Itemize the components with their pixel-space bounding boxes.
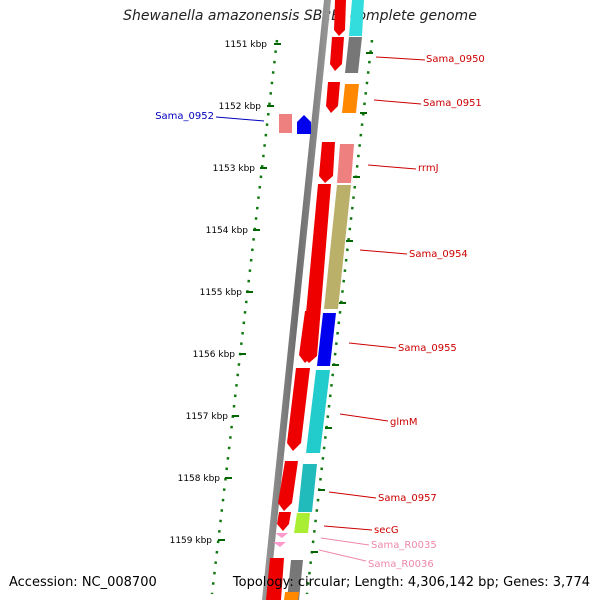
gene-arrow-sama-0952[interactable] (297, 115, 311, 134)
leader-line (328, 491, 377, 499)
ruler-ticks: 1151 kbp 1152 kbp 1153 kbp 1154 kbp 1155… (170, 40, 373, 553)
gene-arrow-sama-0957[interactable] (278, 461, 298, 511)
cog-block-orange-0951 (342, 84, 359, 113)
reverse-track (279, 114, 311, 134)
ruler-dotted-line-left (210, 39, 279, 595)
label-leaders (215, 56, 426, 562)
gene-label-sama-0952[interactable]: Sama_0952 (155, 111, 214, 122)
gene-label-sama-r0036[interactable]: Sama_R0036 (368, 559, 434, 570)
cog-block-teal-0957 (298, 464, 317, 512)
leader-line (339, 413, 389, 422)
cog-track (284, 0, 364, 600)
gene-label-rrmj[interactable]: rrmJ (418, 163, 439, 174)
cog-block-pink-rrmj (337, 144, 354, 183)
gene-arrow-glmm[interactable] (287, 368, 310, 451)
cog-block-pink-0952 (279, 114, 292, 133)
cds-track (266, 0, 346, 600)
cog-block-teal-glmm (306, 370, 330, 453)
rna-arrow-sama-r0036[interactable] (273, 542, 286, 547)
genome-title: Shewanella amazonensis SB2B, complete ge… (123, 8, 477, 24)
gene-label-sama-r0035[interactable]: Sama_R0035 (371, 540, 437, 551)
ruler-label: 1151 kbp (225, 40, 268, 50)
genome-summary-text: Topology: circular; Length: 4,306,142 bp… (232, 575, 590, 590)
cog-block-lime-secg (294, 513, 310, 533)
gene-label-sama-0954[interactable]: Sama_0954 (409, 249, 468, 260)
cog-block-cyan-top (349, 0, 364, 36)
ruler-label: 1156 kbp (193, 350, 236, 360)
cog-block-blue-0955 (317, 313, 336, 366)
leader-line (323, 525, 373, 531)
genome-backbone (262, 0, 331, 600)
leader-line (373, 99, 422, 105)
gene-label-secg[interactable]: secG (374, 525, 399, 536)
ruler-label: 1152 kbp (219, 102, 262, 112)
gene-label-sama-0951[interactable]: Sama_0951 (423, 98, 482, 109)
rna-arrow-sama-r0035[interactable] (275, 533, 288, 538)
gene-arrow-sama-0950[interactable] (330, 37, 344, 71)
gene-label-sama-0955[interactable]: Sama_0955 (398, 343, 457, 354)
leader-line (367, 164, 417, 170)
ruler-label: 1157 kbp (186, 412, 229, 422)
ruler-label: 1159 kbp (170, 536, 213, 546)
gene-arrow-sama-0955[interactable] (299, 311, 318, 363)
cog-block-grey-0950 (345, 37, 362, 73)
gene-labels: Sama_0950 Sama_0951 Sama_0952 rrmJ Sama_… (155, 54, 485, 570)
leader-line (215, 116, 265, 122)
leader-line (348, 342, 397, 349)
gene-arrow-secg[interactable] (277, 512, 291, 531)
leader-line (359, 249, 408, 255)
gene-label-glmm[interactable]: glmM (390, 417, 418, 428)
ruler-label: 1158 kbp (178, 474, 221, 484)
ruler-label: 1153 kbp (213, 164, 256, 174)
gene-arrow-sama-0951[interactable] (326, 82, 340, 113)
cog-block-khaki-0954 (324, 185, 351, 309)
gene-arrow-top[interactable] (334, 0, 346, 36)
gene-label-sama-0957[interactable]: Sama_0957 (378, 493, 437, 504)
ruler-label: 1154 kbp (206, 226, 249, 236)
gene-label-sama-0950[interactable]: Sama_0950 (426, 54, 485, 65)
ruler-label: 1155 kbp (200, 288, 243, 298)
cog-block-orange-bottom (284, 592, 299, 600)
leader-line (375, 56, 426, 61)
leader-line (318, 549, 367, 562)
leader-line (320, 537, 370, 546)
accession-text: Accession: NC_008700 (9, 575, 157, 590)
gene-arrow-rrmj[interactable] (319, 142, 335, 183)
gene-arrow-bottom[interactable] (266, 558, 284, 600)
cog-block-grey-bottom (287, 560, 303, 600)
